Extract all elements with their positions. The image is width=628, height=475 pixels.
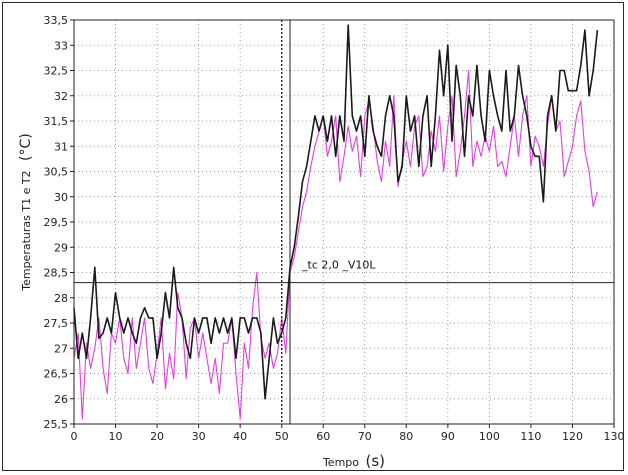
x-tick-label: 120 — [562, 430, 583, 443]
y-tick-label: 32,5 — [44, 65, 69, 78]
y-tick-label: 31 — [54, 140, 68, 153]
x-axis-label: Tempo (s) — [322, 452, 385, 470]
x-tick-label: 20 — [150, 430, 164, 443]
x-tick-label: 110 — [520, 430, 541, 443]
x-tick-label: 40 — [233, 430, 247, 443]
y-tick-label: 28 — [54, 292, 68, 305]
y-tick-label: 30,5 — [44, 166, 69, 179]
x-tick-label: 10 — [109, 430, 123, 443]
cursor-annotation: _tc 2,0 _V10L — [301, 259, 376, 272]
series-line-t1 — [73, 24, 599, 400]
y-tick-label: 30 — [54, 191, 68, 204]
x-tick-label: 100 — [479, 430, 500, 443]
y-axis-label-text: Temperaturas T1 e T2 — [20, 170, 33, 291]
x-tick-label: 130 — [604, 430, 625, 443]
x-tick-label: 50 — [275, 430, 289, 443]
x-axis-label-unit: (s) — [366, 452, 386, 470]
tick-labels: 0 10 20 30 40 50 60 70 80 90 100 110 120 130 25,5 26 26,… — [44, 14, 625, 443]
y-tick-label: 33,5 — [44, 14, 69, 27]
y-tick-label: 27 — [54, 342, 68, 355]
x-tick-label: 0 — [71, 430, 78, 443]
x-tick-label: 70 — [358, 430, 372, 443]
y-axis-label-unit: (°C) — [18, 133, 34, 161]
y-tick-label: 31,5 — [44, 115, 69, 128]
grid — [74, 20, 614, 424]
cursor-layer — [74, 20, 614, 424]
plot-border — [73, 19, 615, 425]
series-line-t2 — [73, 69, 598, 420]
y-tick-label: 29,5 — [44, 216, 69, 229]
y-tick-label: 27,5 — [44, 317, 69, 330]
y-axis-label: Temperaturas T1 e T2 (°C) — [18, 133, 34, 292]
y-tick-label: 25,5 — [44, 418, 69, 431]
x-tick-label: 60 — [316, 430, 330, 443]
x-tick-label: 80 — [399, 430, 413, 443]
x-tick-label: 30 — [192, 430, 206, 443]
y-tick-label: 29 — [54, 241, 68, 254]
y-tick-label: 32 — [54, 90, 68, 103]
x-tick-label: 90 — [441, 430, 455, 443]
y-tick-label: 28,5 — [44, 267, 69, 280]
y-tick-label: 26 — [54, 393, 68, 406]
y-tick-label: 33 — [54, 39, 68, 52]
y-tick-label: 26,5 — [44, 368, 69, 381]
series-layer — [73, 24, 599, 420]
x-axis-label-text: Tempo — [322, 456, 359, 469]
